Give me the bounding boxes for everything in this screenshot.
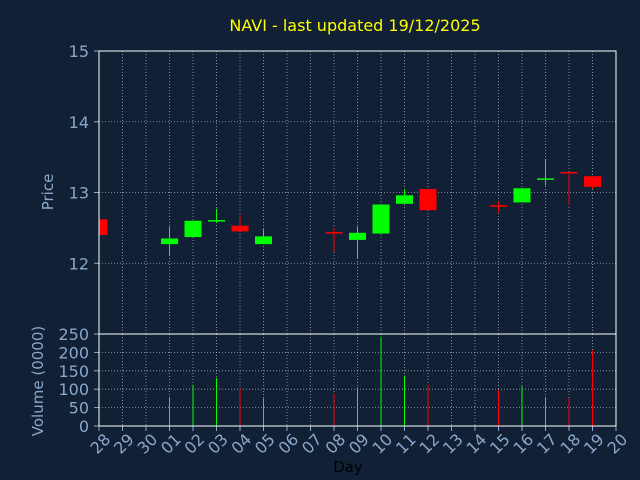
price-axis-label: Price [39, 174, 57, 211]
volume-axis-label: Volume (0000) [29, 326, 47, 436]
candle-body [161, 238, 178, 245]
x-axis-label: Day [333, 458, 363, 476]
candles [98, 159, 601, 259]
price-tick-label: 12 [69, 254, 89, 273]
candle-body [99, 219, 108, 235]
candle-body [184, 220, 202, 238]
volume-tick-label: 100 [58, 380, 89, 399]
price-tick-label: 14 [69, 113, 89, 132]
candle-body [419, 188, 437, 211]
volume-tick-label: 150 [58, 362, 89, 381]
x-ticks: 2829300102030405060708091011121314151617… [86, 426, 631, 458]
volume-bars [169, 336, 593, 426]
price-tick-label: 15 [69, 42, 89, 61]
volume-tick-label: 0 [79, 417, 89, 436]
candle-body [560, 171, 578, 174]
candle-body [372, 204, 390, 234]
candle-body [537, 178, 554, 180]
price-y-ticks: 12 13 14 15 [69, 42, 99, 273]
candle-body [325, 232, 343, 234]
candle-body [584, 176, 601, 187]
volume-panel-frame [98, 333, 617, 427]
volume-tick-label: 200 [58, 343, 89, 362]
candle-body [490, 205, 507, 207]
price-tick-label: 13 [69, 184, 89, 203]
x-tick-label: 20 [603, 430, 631, 458]
candle-body [231, 225, 249, 232]
candle-body [255, 236, 272, 245]
candle-body [396, 195, 413, 204]
volume-tick-label: 250 [58, 325, 89, 344]
candle-body [513, 188, 531, 203]
candle-body [208, 220, 225, 222]
volume-tick-label: 50 [69, 399, 89, 418]
candle-body [349, 232, 366, 240]
price-grid [99, 50, 616, 334]
chart-title: NAVI - last updated 19/12/2025 [229, 16, 480, 35]
